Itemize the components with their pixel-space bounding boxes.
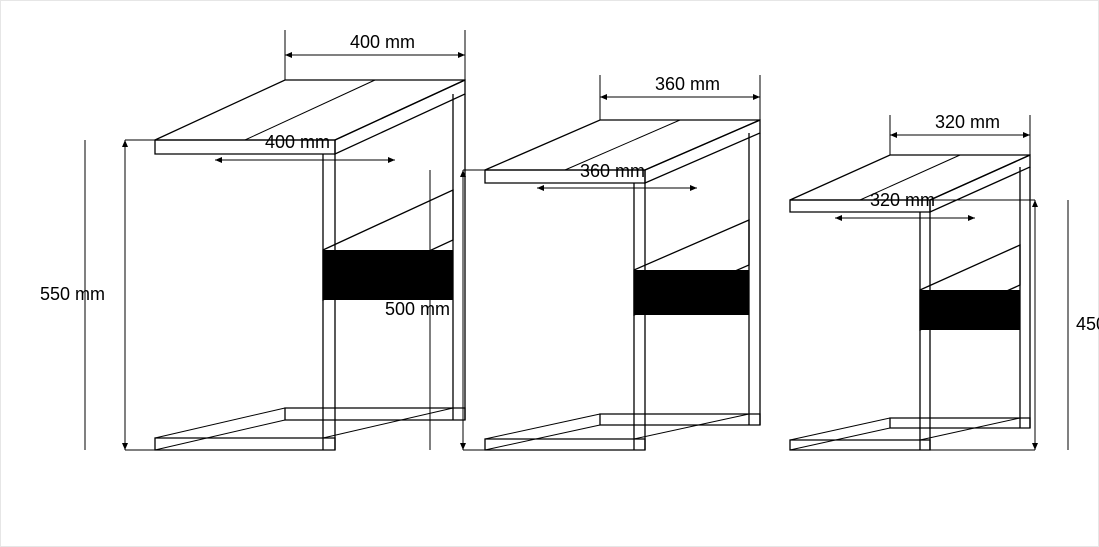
dimension-label: 320 mm	[935, 112, 1000, 132]
table-small: 450 mm 320 mm 320 mm	[790, 112, 1099, 450]
dimension-label: 450 mm	[1076, 314, 1099, 334]
dimension-label: 320 mm	[870, 190, 935, 210]
dimension-label: 360 mm	[580, 161, 645, 181]
dimension-label: 400 mm	[350, 32, 415, 52]
dimension-label: 500 mm	[385, 299, 450, 319]
dimension-label: 360 mm	[655, 74, 720, 94]
dimension-label: 400 mm	[265, 132, 330, 152]
table-large: 550 mm 400 mm 400 mm	[40, 30, 465, 450]
dimension-label: 550 mm	[40, 284, 105, 304]
